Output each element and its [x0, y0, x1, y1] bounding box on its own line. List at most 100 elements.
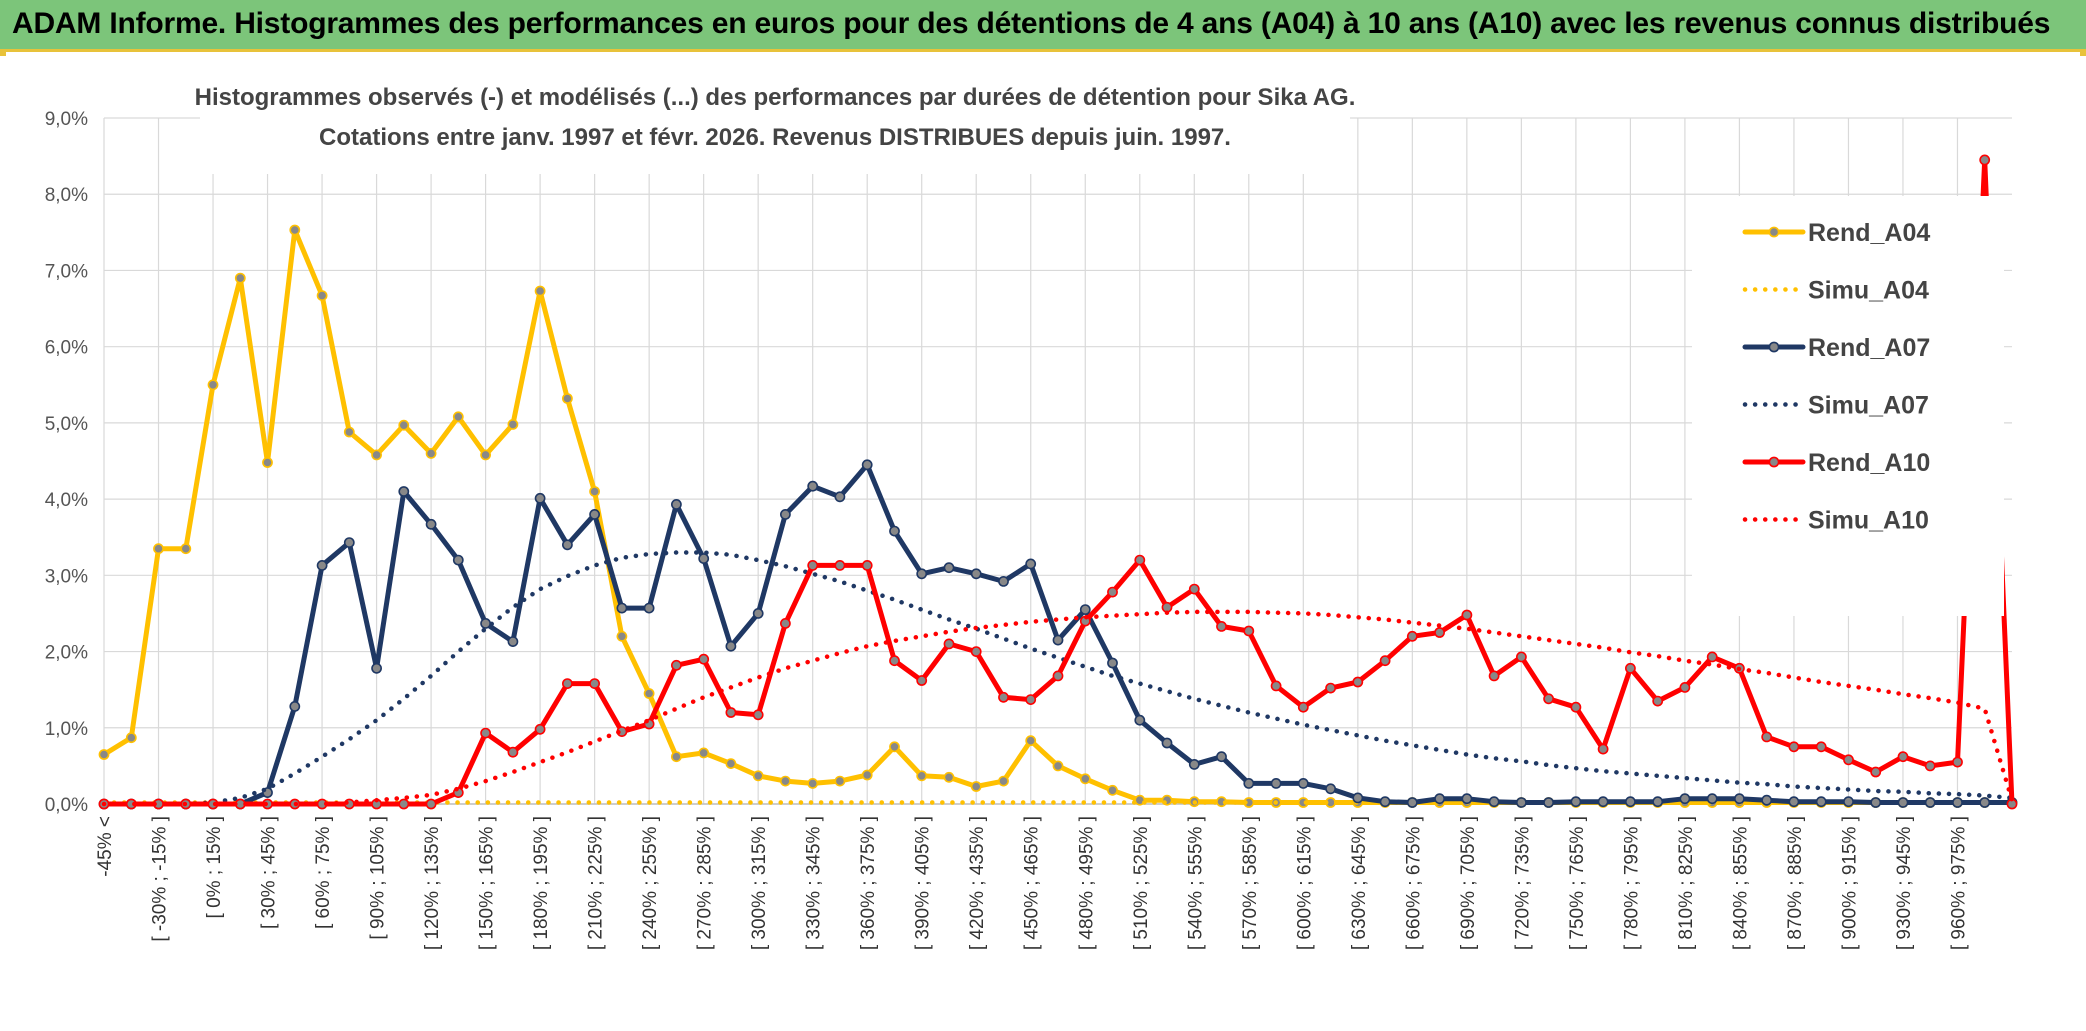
data-point: [589, 486, 600, 497]
data-point: [1652, 796, 1664, 808]
x-tick-label: [ 270% ; 285% ]: [695, 816, 716, 950]
chart-title-line-1: Histogrammes observés (-) et modélisés (…: [195, 84, 1356, 111]
data-point: [671, 498, 682, 510]
data-point: [1979, 797, 1991, 808]
data-point: [725, 758, 737, 769]
x-tick-label: [ 780% ; 795% ]: [1621, 816, 1642, 950]
data-point: [1107, 586, 1118, 598]
header-banner: ADAM Informe. Histogrammes des performan…: [0, 0, 2086, 52]
data-point: [480, 449, 491, 461]
data-point: [807, 778, 819, 789]
data-point: [1461, 609, 1473, 621]
x-tick-label: [ 450% ; 465% ]: [1022, 816, 1043, 950]
y-tick-label: 6,0%: [45, 338, 88, 359]
data-point: [1243, 778, 1255, 789]
data-point: [289, 701, 301, 712]
data-point: [1270, 778, 1282, 789]
data-point: [1897, 751, 1909, 763]
data-point: [671, 751, 682, 763]
data-point: [1025, 735, 1037, 747]
data-point: [916, 568, 928, 580]
data-point: [1706, 651, 1718, 663]
data-point: [1843, 796, 1854, 808]
data-point: [1516, 797, 1527, 808]
data-point: [1843, 754, 1854, 766]
data-point: [1516, 651, 1527, 663]
chart-title-line-2: Cotations entre janv. 1997 et févr. 2026…: [319, 124, 1231, 151]
legend-item-rend_a04: Rend_A04: [1742, 219, 1930, 247]
data-point: [1134, 714, 1146, 726]
data-point: [861, 769, 873, 781]
data-point: [125, 732, 137, 744]
data-point: [1434, 627, 1445, 638]
data-point: [834, 559, 846, 571]
data-point: [1406, 797, 1418, 808]
data-point: [425, 798, 437, 810]
y-tick-label: 9,0%: [45, 109, 88, 130]
y-tick-label: 7,0%: [45, 261, 88, 282]
data-point: [1488, 670, 1500, 682]
data-point: [616, 602, 628, 614]
data-point: [698, 747, 710, 759]
x-tick-label: [ 600% ; 615% ]: [1294, 816, 1315, 950]
data-point: [1761, 794, 1773, 806]
data-point: [452, 554, 464, 566]
legend-label: Simu_A04: [1808, 277, 1929, 305]
y-tick-label: 2,0%: [45, 643, 88, 664]
data-point: [1706, 793, 1718, 805]
data-point: [180, 543, 192, 555]
y-tick-label: 4,0%: [45, 490, 88, 511]
x-tick-label: [ 870% ; 885% ]: [1785, 816, 1806, 950]
data-point: [207, 379, 219, 391]
x-tick-label: [ 750% ; 765% ]: [1567, 816, 1588, 950]
x-tick-label: [ 660% ; 675% ]: [1403, 816, 1424, 950]
legend-label: Rend_A04: [1808, 219, 1930, 247]
data-point: [780, 508, 791, 520]
data-point: [425, 518, 437, 530]
chart-title-block: Histogrammes observés (-) et modélisés (…: [195, 76, 1356, 174]
data-point: [1625, 662, 1636, 674]
x-tick-label: [ 390% ; 405% ]: [913, 816, 934, 950]
data-point: [398, 419, 410, 431]
x-tick-label: [ 690% ; 705% ]: [1458, 816, 1479, 950]
data-point: [1325, 682, 1336, 694]
data-point: [1107, 657, 1118, 669]
data-point: [98, 749, 110, 760]
data-point: [998, 576, 1009, 587]
gridlines: [103, 117, 2012, 805]
data-point: [1570, 701, 1582, 713]
data-point: [1815, 796, 1827, 808]
data-point: [1161, 737, 1173, 749]
corner-accent-right: [2080, 52, 2086, 56]
x-tick-label: [ 360% ; 375% ]: [858, 816, 879, 950]
data-point: [752, 608, 764, 619]
data-point: [1052, 634, 1064, 646]
data-point: [807, 559, 819, 571]
data-point: [780, 618, 791, 629]
y-tick-label: 5,0%: [45, 414, 88, 435]
data-point: [1815, 741, 1827, 753]
data-point: [1297, 701, 1309, 713]
data-point: [1788, 796, 1800, 808]
x-tick-label: [ 120% ; 135% ]: [422, 816, 443, 950]
data-point: [507, 418, 519, 430]
x-tick-label: [ 210% ; 225% ]: [586, 816, 607, 950]
data-point: [1788, 741, 1800, 753]
data-point: [343, 537, 355, 548]
y-tick-label: 3,0%: [45, 566, 88, 587]
data-point: [480, 727, 491, 739]
data-point: [1079, 604, 1091, 615]
data-point: [1543, 693, 1554, 705]
data-point: [1597, 796, 1609, 808]
data-point: [398, 798, 410, 810]
data-point: [1216, 621, 1227, 632]
data-point: [1461, 793, 1473, 805]
legend-marker: [1768, 456, 1780, 468]
legend-item-simu_a10: Simu_A10: [1742, 507, 1929, 535]
x-tick-label: [ 480% ; 495% ]: [1076, 816, 1097, 950]
data-point: [289, 224, 301, 236]
data-point: [1952, 756, 1963, 768]
data-point: [562, 678, 573, 689]
data-point: [425, 447, 437, 459]
data-point: [1897, 797, 1909, 808]
